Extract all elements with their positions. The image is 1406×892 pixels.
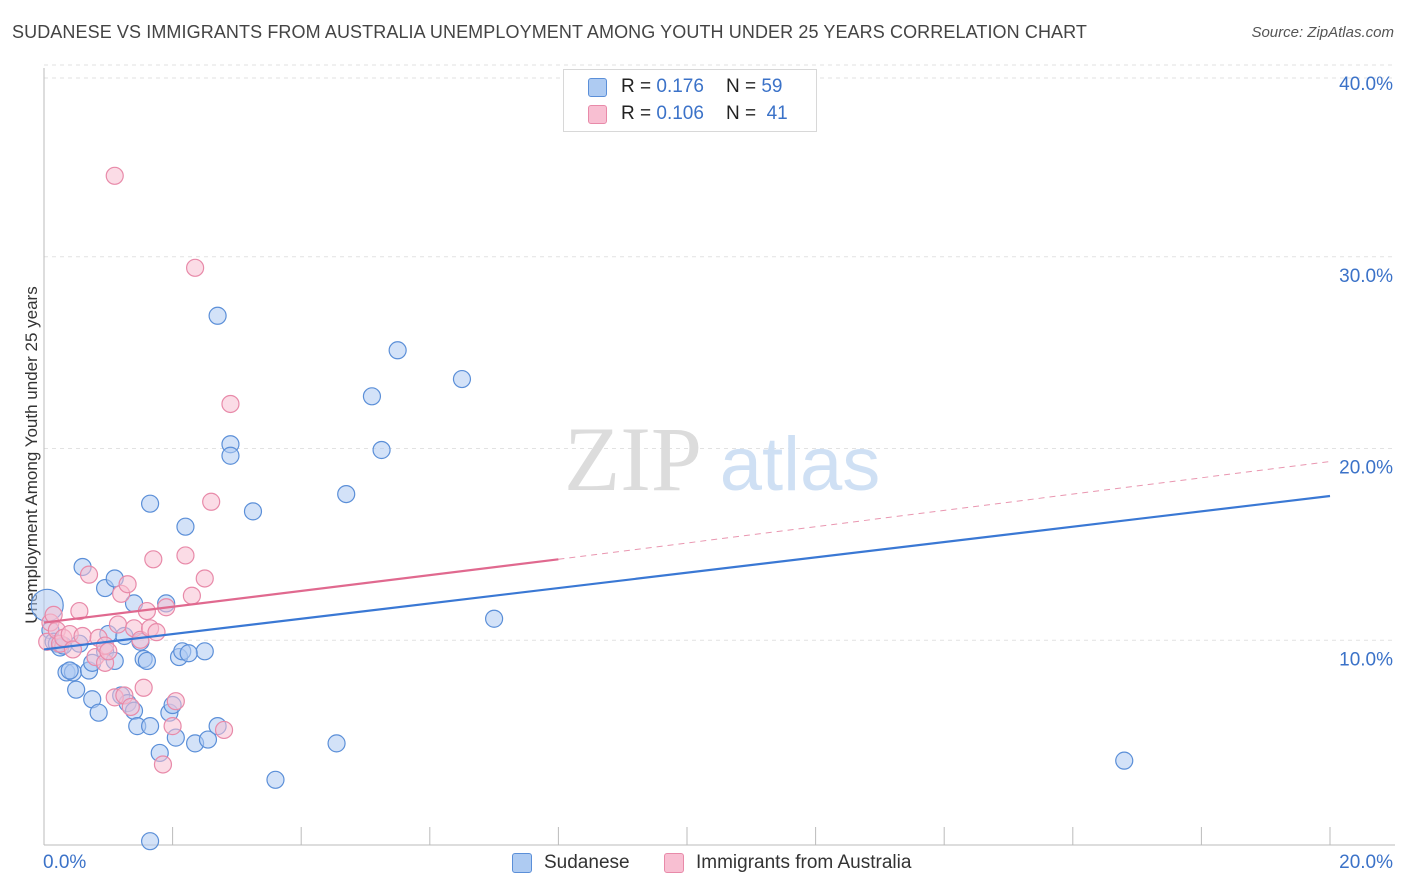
grid-lines — [44, 64, 1395, 641]
legend-row-sudanese: R = 0.176 N = 59 — [588, 75, 782, 99]
point-sudanese — [372, 440, 391, 460]
legend-r-value: 0.106 — [656, 103, 704, 124]
legend-n-value: 41 — [766, 103, 788, 124]
point-australia — [202, 492, 221, 511]
legend-label-sudanese: Sudanese — [544, 852, 630, 873]
point-australia — [73, 626, 92, 646]
point-sudanese — [67, 680, 86, 699]
watermark: ZIP atlas — [564, 408, 880, 510]
y-tick-label: 20.0% — [1339, 458, 1393, 479]
trend-lines — [43, 461, 1331, 651]
y-tick-label: 40.0% — [1339, 74, 1393, 95]
point-australia — [99, 642, 118, 661]
point-australia — [166, 692, 185, 711]
point-sudanese — [137, 651, 156, 671]
point-sudanese — [140, 494, 160, 513]
point-australia — [195, 569, 214, 588]
point-sudanese — [221, 446, 240, 465]
point-australia — [214, 720, 234, 740]
point-sudanese — [140, 717, 160, 736]
point-australia — [118, 575, 137, 594]
y-tick-label: 30.0% — [1339, 266, 1393, 287]
point-australia — [153, 755, 173, 774]
point-sudanese — [388, 341, 407, 360]
point-australia — [121, 697, 140, 717]
legend-r-label: R = — [621, 76, 652, 97]
point-sudanese — [452, 369, 472, 389]
point-australia — [176, 546, 195, 565]
point-sudanese — [362, 387, 382, 406]
point-sudanese — [337, 484, 356, 504]
series-australia — [38, 166, 240, 774]
chart-title: SUDANESE VS IMMIGRANTS FROM AUSTRALIA UN… — [12, 22, 1088, 42]
point-sudanese — [266, 770, 285, 789]
legend-swatch-pink — [588, 104, 607, 124]
x-tick-min: 0.0% — [43, 852, 87, 873]
series-legend: Sudanese Immigrants from Australia — [0, 850, 1406, 878]
point-australia — [221, 394, 240, 414]
watermark-zip: ZIP — [564, 408, 702, 510]
point-sudanese — [198, 730, 218, 749]
point-australia — [163, 717, 182, 736]
point-australia — [144, 550, 163, 569]
point-sudanese — [89, 703, 108, 722]
legend-swatch-pink — [664, 853, 684, 873]
point-sudanese — [485, 609, 504, 628]
point-sudanese — [327, 734, 346, 753]
point-australia — [79, 565, 99, 584]
trend-line-australia — [43, 558, 559, 624]
point-sudanese — [243, 502, 263, 521]
y-tick-labels: 10.0% 20.0% 30.0% 40.0% — [1339, 74, 1393, 670]
legend-row-australia: R = 0.106 N = 41 — [588, 102, 788, 126]
y-tick-label: 10.0% — [1339, 649, 1393, 670]
x-tick-max: 20.0% — [1339, 852, 1393, 873]
point-australia — [105, 166, 124, 185]
axes — [43, 68, 1395, 846]
point-australia — [108, 615, 128, 634]
point-sudanese — [179, 644, 198, 663]
point-sudanese — [140, 832, 160, 851]
legend-item-australia: Immigrants from Australia — [664, 852, 911, 874]
stats-legend: R = 0.176 N = 59 R = 0.106 N = 41 — [563, 69, 817, 132]
legend-n-label: N = — [725, 76, 757, 97]
legend-n-label: N = — [725, 103, 757, 124]
point-australia — [134, 678, 153, 697]
point-sudanese — [208, 306, 227, 325]
point-sudanese — [1115, 751, 1134, 770]
watermark-atlas: atlas — [720, 422, 881, 507]
legend-item-sudanese: Sudanese — [512, 852, 630, 874]
legend-swatch-blue — [588, 77, 607, 97]
legend-n-value: 59 — [761, 76, 783, 97]
trend-line-australia-extension — [558, 461, 1331, 560]
legend-r-value: 0.176 — [656, 76, 704, 97]
legend-r-label: R = — [621, 103, 652, 124]
point-sudanese — [176, 517, 195, 536]
point-australia — [186, 258, 205, 277]
source-label: Source: ZipAtlas.com — [1251, 24, 1394, 41]
point-sudanese — [195, 642, 214, 661]
point-sudanese — [60, 661, 79, 680]
trend-line-sudanese — [43, 494, 1331, 651]
legend-swatch-blue — [512, 853, 532, 873]
point-australia — [147, 623, 166, 642]
point-australia — [70, 601, 89, 621]
legend-label-australia: Immigrants from Australia — [696, 852, 912, 873]
point-australia — [182, 586, 201, 605]
